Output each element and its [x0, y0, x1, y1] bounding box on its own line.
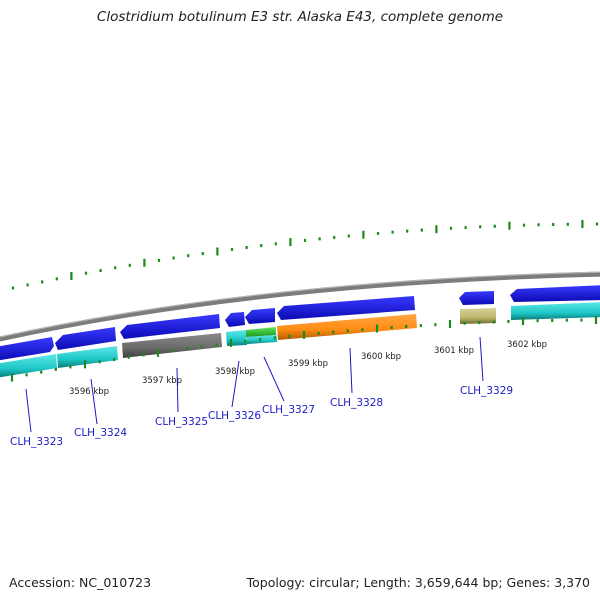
gene-arrow [0, 337, 54, 361]
scale-labels: 3596 kbp 3597 kbp 3598 kbp 3599 kbp 3600… [69, 340, 547, 397]
gene-arrow [225, 312, 245, 327]
gene-label: CLH_3324 [74, 427, 127, 439]
scale-ticks-inner [10, 316, 598, 382]
gene-arrow [120, 314, 220, 339]
gene-arrow [510, 285, 600, 302]
gene-label: CLH_3325 [155, 416, 208, 428]
gene-labels: CLH_3323 CLH_3324 CLH_3325 CLH_3326 CLH_… [10, 385, 513, 448]
scale-label: 3600 kbp [361, 352, 401, 362]
gene-label: CLH_3327 [262, 404, 315, 416]
scale-ticks-outer [11, 220, 599, 290]
scale-label: 3597 kbp [142, 376, 182, 386]
gene-arrow [55, 327, 116, 350]
gene-arrow [277, 296, 415, 320]
gene-label: CLH_3328 [330, 397, 383, 409]
gene-arrow [245, 308, 275, 324]
scale-label: 3601 kbp [434, 346, 474, 356]
gene-label: CLH_3323 [10, 436, 63, 448]
gene-label: CLH_3329 [460, 385, 513, 397]
scale-label: 3602 kbp [507, 340, 547, 350]
scale-label: 3598 kbp [215, 367, 255, 377]
feature-track [0, 302, 600, 378]
gene-arrow [459, 291, 494, 305]
gene-label-leaders [25, 336, 484, 433]
genome-backbone [0, 271, 600, 342]
gene-label: CLH_3326 [208, 410, 261, 422]
scale-label: 3599 kbp [288, 359, 328, 369]
accession-text: Accession: NC_010723 [9, 575, 152, 590]
map-title: Clostridium botulinum E3 str. Alaska E43… [96, 9, 504, 25]
genome-summary: Topology: circular; Length: 3,659,644 bp… [246, 575, 590, 590]
forward-strand-genes [0, 285, 600, 361]
scale-label: 3596 kbp [69, 387, 109, 397]
